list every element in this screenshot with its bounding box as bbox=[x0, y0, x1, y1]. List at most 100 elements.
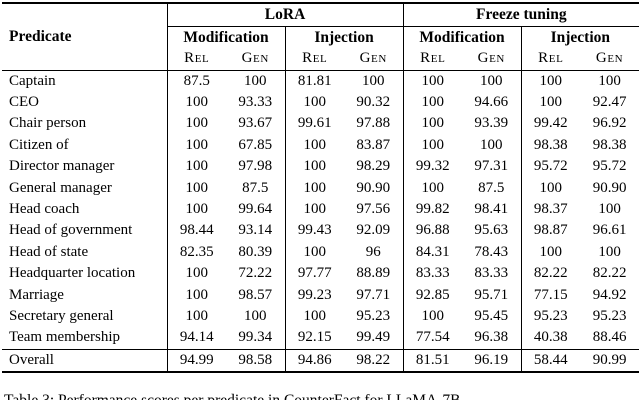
score-cell: 93.67 bbox=[238, 115, 273, 132]
score-cell: 100 bbox=[166, 198, 226, 221]
score-cell: 92.15 bbox=[284, 327, 344, 350]
metric-gen: Gen bbox=[462, 48, 522, 71]
score-cell: 94.14 bbox=[166, 327, 226, 350]
score-cell: 94.99 bbox=[166, 348, 226, 373]
predicate-label: Head of government bbox=[9, 222, 133, 239]
score-cell: 100 bbox=[402, 113, 463, 135]
score-cell: 93.14 bbox=[238, 222, 273, 239]
table-row: Team membership 94.14 99.34 92.15 99.49 77.54… bbox=[2, 327, 639, 350]
table-row: Captain 87.5 100 81.81 100 100 100 100 100 bbox=[2, 70, 639, 92]
score-cell: 93.39 bbox=[474, 115, 509, 132]
score-cell: 100 bbox=[520, 91, 581, 114]
predicate-label: Marriage bbox=[9, 286, 64, 303]
score-cell: 77.15 bbox=[520, 284, 581, 306]
score-cell: 100 bbox=[402, 177, 463, 199]
score-cell: 72.22 bbox=[238, 265, 273, 282]
score-cell: 100 bbox=[166, 156, 226, 178]
score-cell: 99.43 bbox=[284, 220, 344, 242]
score-cell: 96.19 bbox=[462, 348, 522, 373]
score-cell: 95.71 bbox=[474, 286, 509, 303]
score-cell: 98.29 bbox=[356, 158, 391, 175]
score-cell: 100 bbox=[284, 305, 344, 328]
score-cell: 100 bbox=[480, 72, 503, 89]
metric-rel: Rel bbox=[166, 48, 226, 71]
table-row: CEO 100 93.33 100 90.32 100 94.66 100 92.47 bbox=[2, 91, 639, 114]
score-cell: 98.57 bbox=[238, 286, 273, 303]
score-cell: 100 bbox=[166, 91, 226, 114]
score-cell: 87.5 bbox=[166, 70, 226, 92]
table-row: Head coach 100 99.64 100 97.56 99.82 98.41 98.3… bbox=[2, 198, 639, 221]
predicate-label: Director manager bbox=[9, 158, 115, 175]
score-cell: 100 bbox=[244, 307, 267, 324]
table-row: Headquarter location 100 72.22 97.77 88.89 83… bbox=[2, 263, 639, 285]
table-row: Head of state 82.35 80.39 100 96 84.31 78.43 10… bbox=[2, 241, 639, 264]
score-cell: 95.63 bbox=[474, 222, 509, 239]
score-cell: 99.42 bbox=[520, 113, 581, 135]
subgroup-freeze-injection: Injection bbox=[520, 26, 640, 48]
score-cell: 100 bbox=[166, 113, 226, 135]
score-cell: 90.90 bbox=[592, 179, 627, 196]
header-row-subgroups: Modification Injection Modification Inje… bbox=[2, 26, 640, 48]
score-cell: 100 bbox=[402, 91, 463, 114]
table-row: Head of government 98.44 93.14 99.43 92.09 96… bbox=[2, 220, 639, 242]
score-cell: 95.72 bbox=[520, 156, 581, 178]
score-cell: 99.64 bbox=[238, 200, 273, 217]
score-cell: 95.23 bbox=[592, 307, 627, 324]
score-cell: 100 bbox=[284, 241, 344, 264]
score-cell: 97.31 bbox=[474, 158, 509, 175]
score-cell: 81.81 bbox=[284, 70, 344, 92]
score-cell: 96.92 bbox=[592, 115, 627, 132]
table-row: Chair person 100 93.67 99.61 97.88 100 93.39 99… bbox=[2, 113, 639, 135]
score-cell: 97.88 bbox=[356, 115, 391, 132]
score-cell: 90.90 bbox=[356, 179, 391, 196]
score-cell: 94.86 bbox=[284, 348, 344, 373]
score-cell: 96.88 bbox=[402, 220, 463, 242]
score-cell: 83.33 bbox=[402, 263, 463, 285]
table-row: General manager 100 87.5 100 90.90 100 87.5 100… bbox=[2, 177, 639, 199]
score-cell: 92.09 bbox=[356, 222, 391, 239]
score-cell: 99.23 bbox=[284, 284, 344, 306]
table-row: Marriage 100 98.57 99.23 97.71 92.85 95.71 77.1… bbox=[2, 284, 639, 306]
predicate-label: Headquarter location bbox=[9, 265, 136, 282]
score-cell: 93.33 bbox=[238, 93, 273, 110]
score-cell: 100 bbox=[284, 198, 344, 221]
score-cell: 100 bbox=[598, 243, 621, 260]
score-cell: 82.35 bbox=[166, 241, 226, 264]
score-cell: 100 bbox=[520, 177, 581, 199]
score-cell: 100 bbox=[166, 134, 226, 157]
score-cell: 87.5 bbox=[242, 179, 269, 196]
score-cell: 98.44 bbox=[166, 220, 226, 242]
score-cell: 100 bbox=[166, 305, 226, 328]
score-cell: 96 bbox=[365, 243, 381, 260]
score-cell: 82.22 bbox=[520, 263, 581, 285]
score-cell: 88.89 bbox=[356, 265, 391, 282]
score-cell: 99.34 bbox=[238, 329, 273, 346]
score-cell: 98.38 bbox=[592, 136, 627, 153]
table-row: Citizen of 100 67.85 100 83.87 100 100 98.38 98.… bbox=[2, 134, 639, 157]
predicate-label: Head of state bbox=[9, 243, 89, 260]
score-cell: 100 bbox=[402, 305, 463, 328]
group-header-freeze-tuning: Freeze tuning bbox=[402, 3, 640, 27]
score-cell: 95.23 bbox=[520, 305, 581, 328]
results-table: Predicate LoRA Freeze tuning Modificatio… bbox=[2, 2, 640, 374]
score-cell: 77.54 bbox=[402, 327, 463, 350]
score-cell: 100 bbox=[402, 134, 463, 157]
score-cell: 100 bbox=[284, 177, 344, 199]
score-cell: 98.58 bbox=[226, 348, 285, 373]
score-cell: 94.66 bbox=[474, 93, 509, 110]
table-row: Director manager 100 97.98 100 98.29 99.32 97.… bbox=[2, 156, 639, 178]
score-cell: 92.47 bbox=[592, 93, 627, 110]
score-cell: 99.61 bbox=[284, 113, 344, 135]
score-cell: 88.46 bbox=[592, 329, 627, 346]
score-cell: 96.38 bbox=[474, 329, 509, 346]
score-cell: 84.31 bbox=[402, 241, 463, 264]
score-cell: 99.32 bbox=[402, 156, 463, 178]
predicate-label: Secretary general bbox=[9, 307, 114, 324]
score-cell: 98.87 bbox=[520, 220, 581, 242]
predicate-column-header: Predicate bbox=[2, 3, 167, 71]
metric-rel: Rel bbox=[520, 48, 581, 71]
predicate-label: Team membership bbox=[9, 329, 120, 346]
score-cell: 90.99 bbox=[580, 348, 640, 373]
table-row: Secretary general 100 100 100 95.23 100 95.45 9… bbox=[2, 305, 639, 328]
